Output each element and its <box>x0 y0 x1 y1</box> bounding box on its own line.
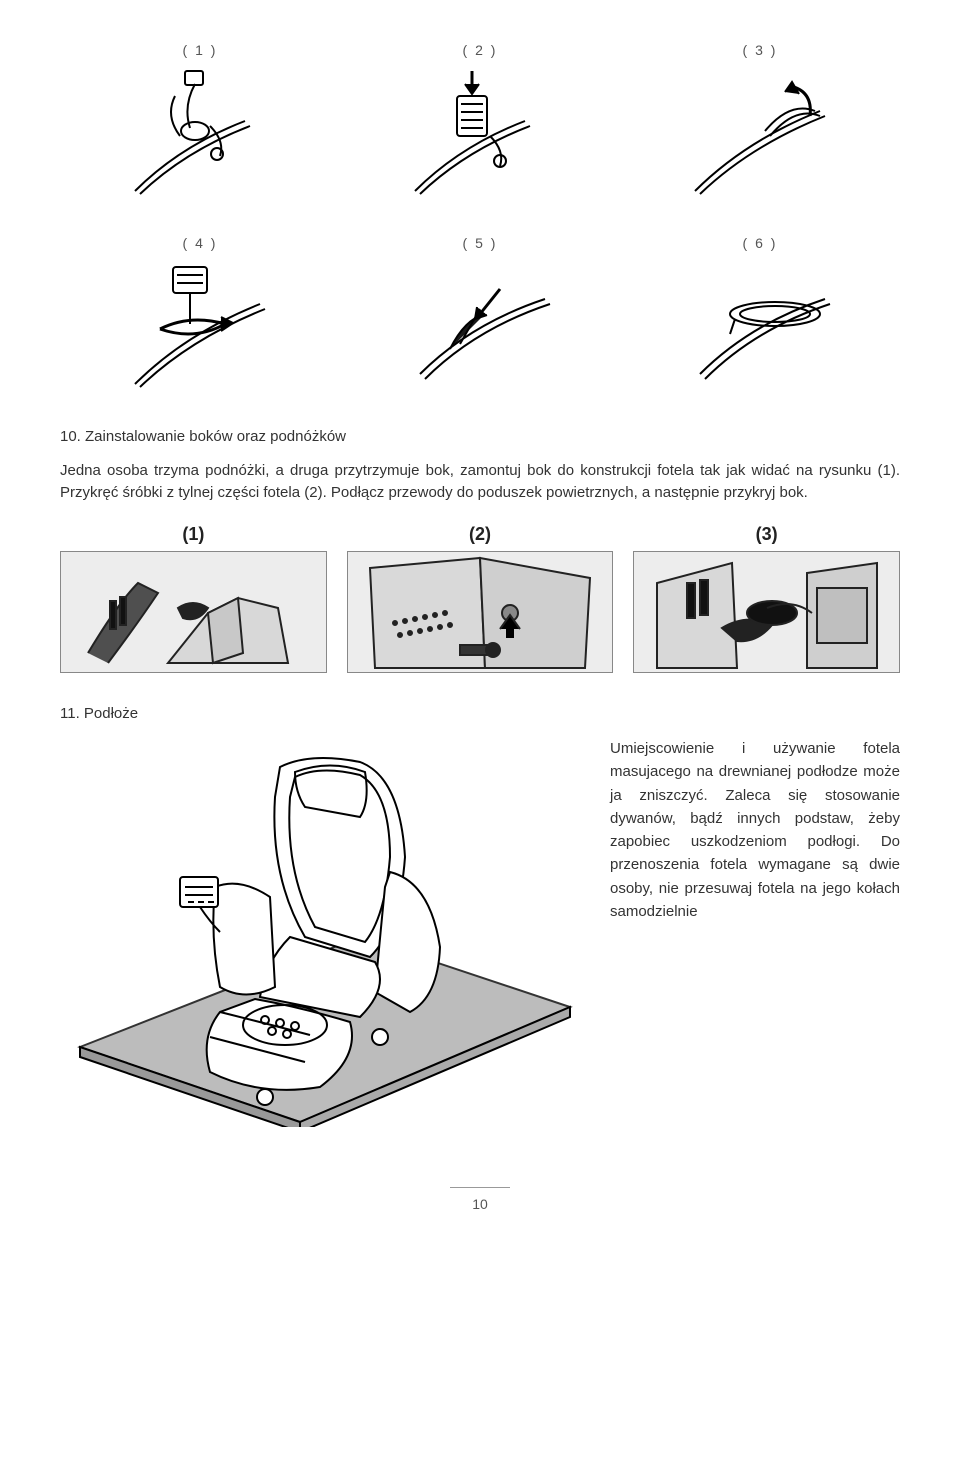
fig-illustration-5 <box>405 259 555 389</box>
fig-cell-6: ( 6 ) <box>620 233 900 396</box>
fig-label: ( 5 ) <box>340 233 620 253</box>
step-row: (1) (2) <box>60 521 900 673</box>
section-11-para: Umiejscowienie i używanie fotela masujac… <box>610 737 900 923</box>
fig-cell-2: ( 2 ) <box>340 40 620 203</box>
fig-cell-3: ( 3 ) <box>620 40 900 203</box>
section-10-heading: 10. Zainstalowanie boków oraz podnóżków <box>60 426 900 448</box>
step-num: (2) <box>347 521 614 547</box>
fig-cell-1: ( 1 ) <box>60 40 340 203</box>
fig-label: ( 1 ) <box>60 40 340 60</box>
step-illustration-2 <box>347 551 614 673</box>
step-illustration-1 <box>60 551 327 673</box>
section-10-para: Jedna osoba trzyma podnóżki, a druga prz… <box>60 460 900 504</box>
fig-illustration-4 <box>125 259 275 389</box>
step-cell-1: (1) <box>60 521 327 673</box>
fig-label: ( 4 ) <box>60 233 340 253</box>
fig-illustration-2 <box>405 66 555 196</box>
fig-label: ( 3 ) <box>620 40 900 60</box>
step-cell-3: (3) <box>633 521 900 673</box>
step-num: (1) <box>60 521 327 547</box>
fig-label: ( 2 ) <box>340 40 620 60</box>
figure-row-1: ( 1 ) ( 2 ) <box>60 40 900 203</box>
chair-on-mat-illustration <box>60 737 580 1127</box>
step-cell-2: (2) <box>347 521 614 673</box>
page-number: 10 <box>450 1187 510 1214</box>
section-11-heading: 11. Podłoże <box>60 703 900 725</box>
fig-label: ( 6 ) <box>620 233 900 253</box>
fig-illustration-1 <box>125 66 275 196</box>
fig-cell-4: ( 4 ) <box>60 233 340 396</box>
figure-row-2: ( 4 ) ( 5 ) <box>60 233 900 396</box>
section-11-body: Umiejscowienie i używanie fotela masujac… <box>60 737 900 1127</box>
fig-cell-5: ( 5 ) <box>340 233 620 396</box>
step-num: (3) <box>633 521 900 547</box>
fig-illustration-6 <box>685 259 835 389</box>
step-illustration-3 <box>633 551 900 673</box>
fig-illustration-3 <box>685 66 835 196</box>
